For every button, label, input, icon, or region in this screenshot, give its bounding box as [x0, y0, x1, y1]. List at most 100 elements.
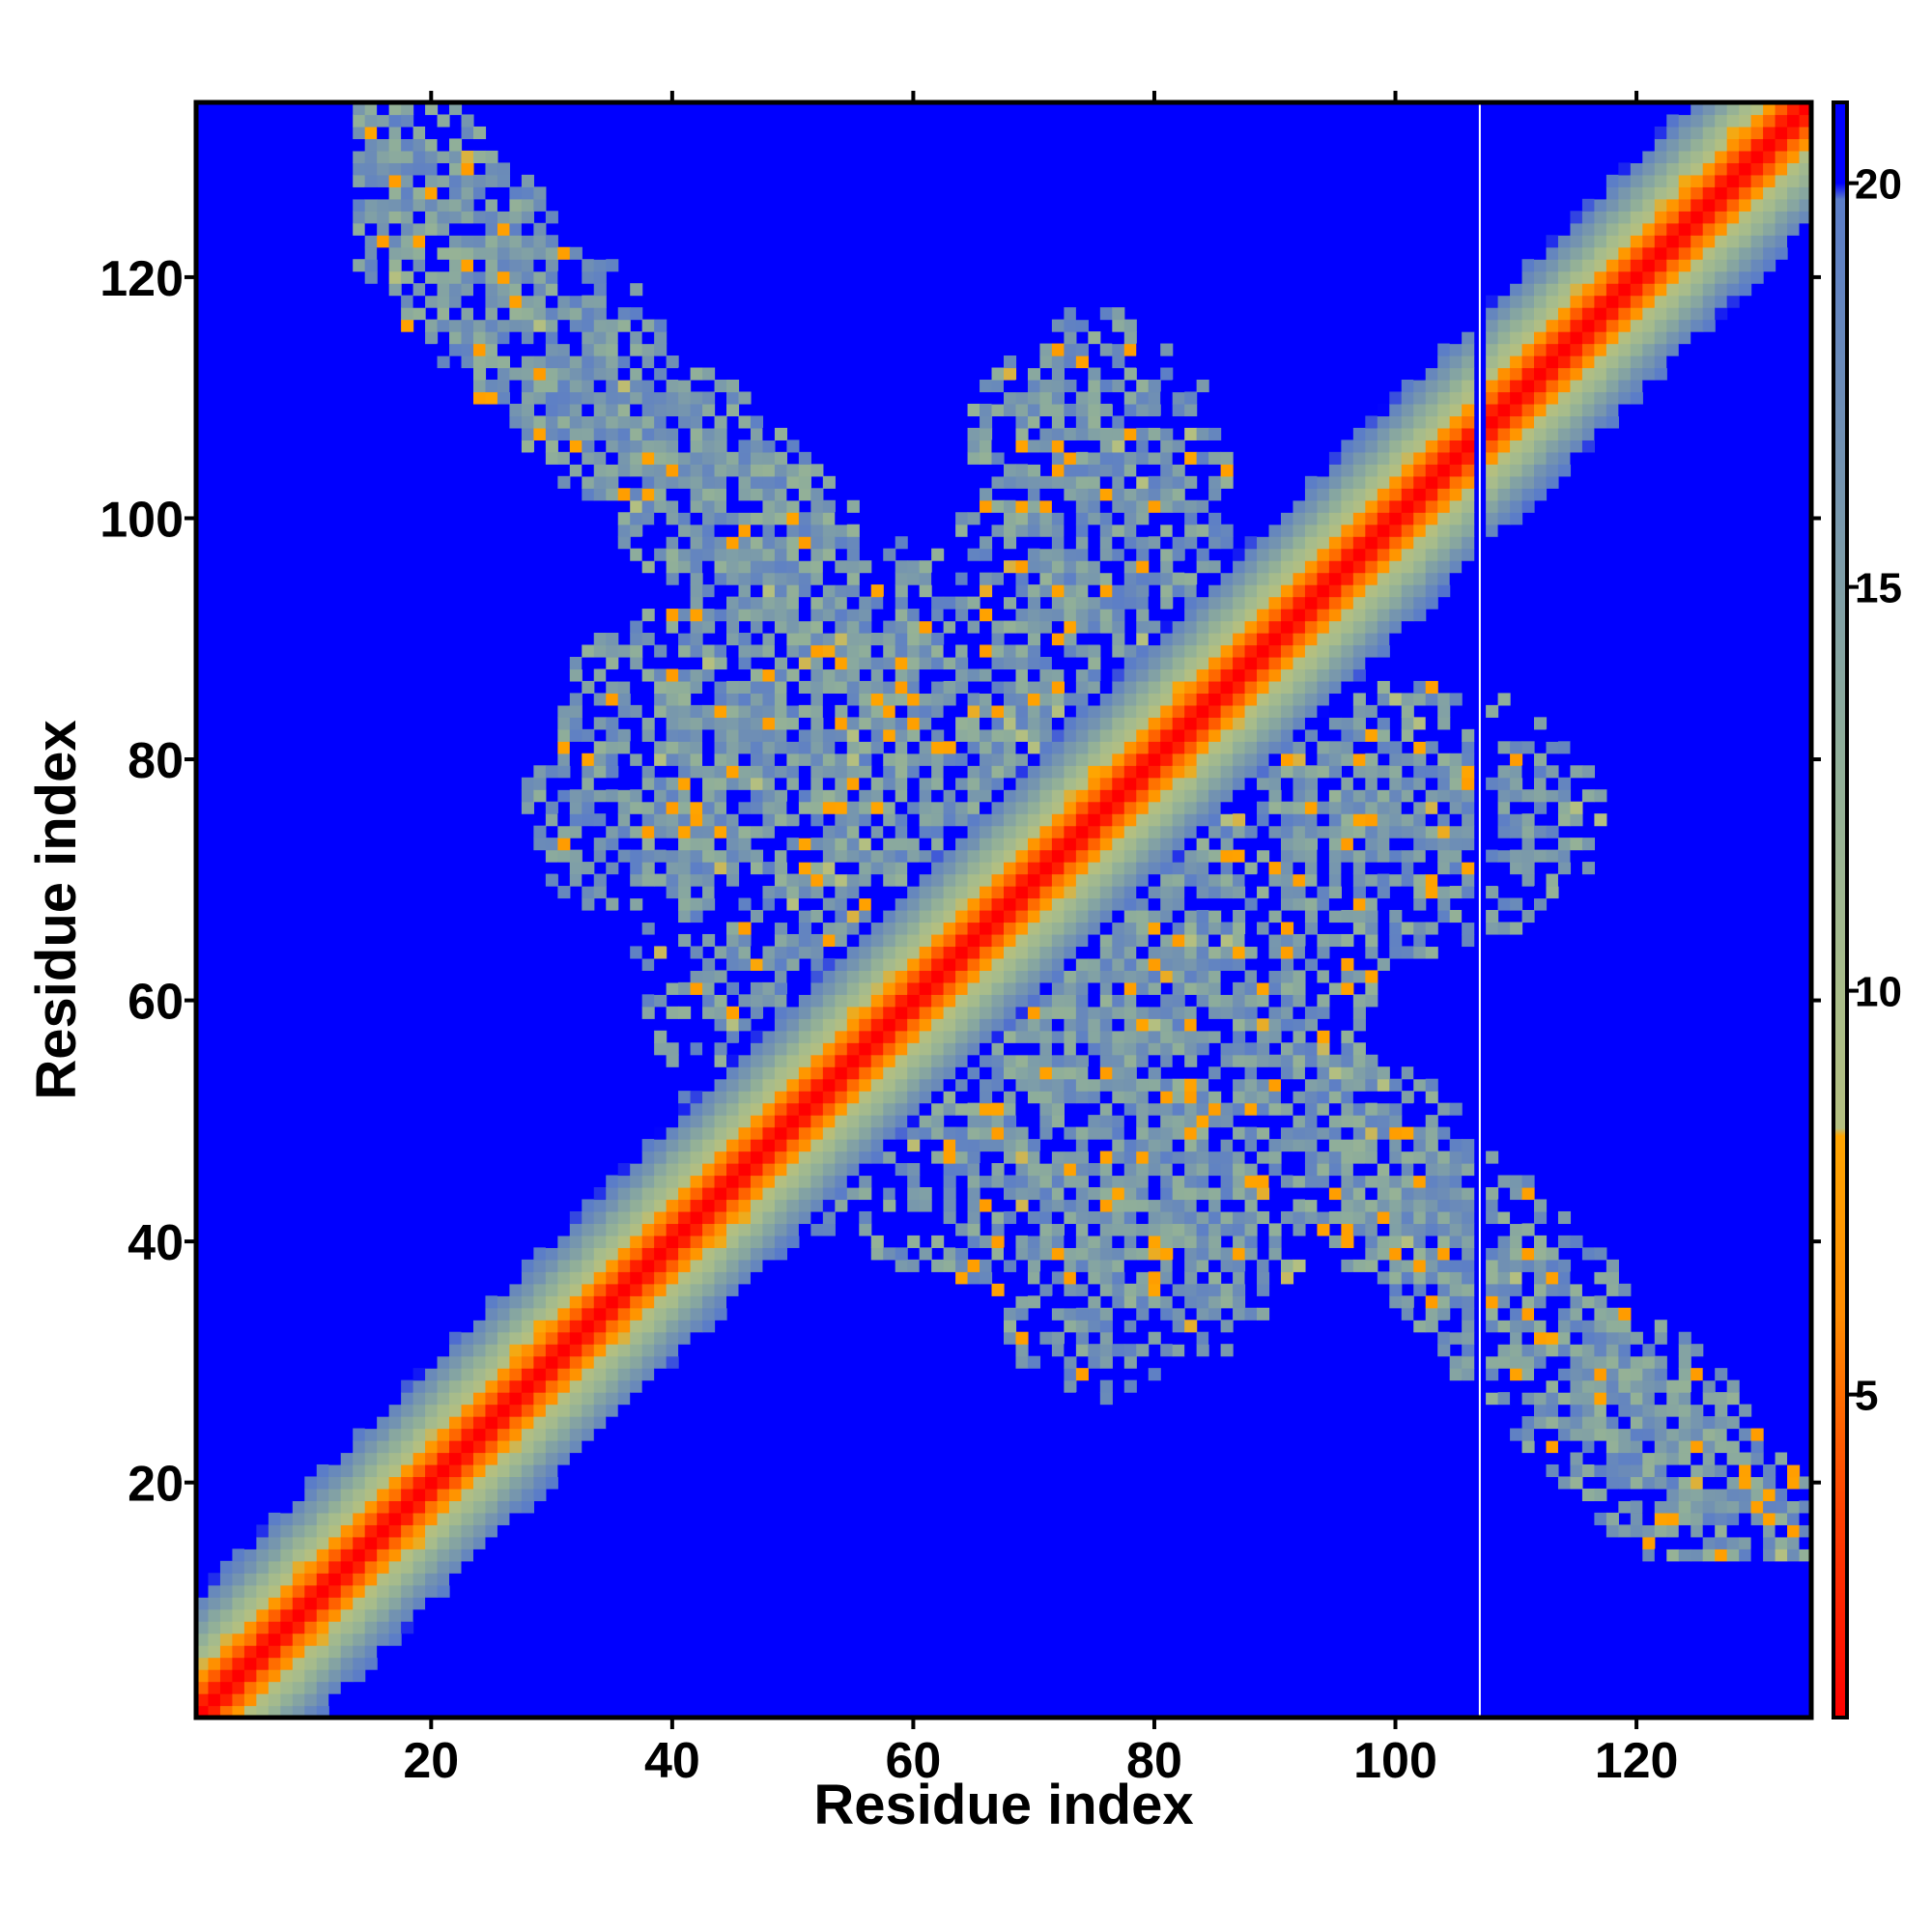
- heatmap-cell: [955, 1151, 969, 1164]
- heatmap-cell: [1172, 970, 1185, 983]
- heatmap-cell: [617, 488, 631, 501]
- heatmap-cell: [1099, 524, 1113, 537]
- heatmap-cell: [666, 668, 679, 682]
- heatmap-cell: [895, 656, 908, 670]
- heatmap-cell: [967, 765, 980, 779]
- heatmap-cell: [1280, 1078, 1294, 1092]
- heatmap-cell: [1244, 1091, 1258, 1104]
- heatmap-cell: [980, 838, 993, 851]
- heatmap-cell: [967, 1151, 980, 1164]
- heatmap-cell: [1123, 862, 1137, 875]
- heatmap-cell: [931, 1042, 945, 1056]
- heatmap-cell: [569, 319, 582, 332]
- heatmap-cell: [1257, 1151, 1270, 1164]
- heatmap-cell: [1112, 789, 1125, 803]
- heatmap-cell: [533, 838, 547, 851]
- heatmap-cell: [1244, 801, 1258, 814]
- heatmap-cell: [883, 970, 896, 983]
- heatmap-cell: [991, 1163, 1005, 1177]
- heatmap-cell: [750, 440, 764, 453]
- heatmap-cell: [750, 1175, 764, 1188]
- heatmap-cell: [690, 1126, 703, 1140]
- heatmap-cell: [1112, 620, 1125, 634]
- heatmap-cell: [630, 1295, 643, 1309]
- heatmap-cell: [1136, 981, 1150, 995]
- heatmap-cell: [641, 922, 655, 935]
- heatmap-cell: [931, 777, 945, 790]
- heatmap-cell: [1257, 1078, 1270, 1092]
- heatmap-cell: [714, 572, 727, 585]
- heatmap-cell: [461, 222, 474, 236]
- heatmap-cell: [654, 981, 668, 995]
- heatmap-cell: [1051, 1018, 1065, 1032]
- heatmap-cell: [1064, 897, 1077, 911]
- heatmap-cell: [1112, 849, 1125, 863]
- heatmap-cell: [1208, 633, 1222, 646]
- heatmap-cell: [859, 789, 872, 803]
- heatmap-cell: [750, 1186, 764, 1201]
- heatmap-cell: [509, 403, 523, 417]
- heatmap-cell: [907, 1186, 921, 1201]
- heatmap-cell: [967, 1006, 980, 1019]
- heatmap-cell: [497, 331, 511, 345]
- heatmap-cell: [1293, 1091, 1306, 1104]
- heatmap-cell: [798, 1018, 811, 1032]
- heatmap-cell: [1136, 813, 1150, 827]
- heatmap-cell: [859, 1030, 872, 1043]
- heatmap-cell: [1112, 862, 1125, 875]
- heatmap-cell: [569, 668, 582, 682]
- heatmap-cell: [654, 1271, 668, 1285]
- heatmap-cell: [533, 1416, 547, 1430]
- heatmap-cell: [1172, 1078, 1185, 1092]
- heatmap-cell: [907, 668, 921, 682]
- heatmap-cell: [1172, 584, 1185, 598]
- heatmap-cell: [738, 813, 752, 827]
- heatmap-cell: [1136, 680, 1150, 695]
- heatmap-cell: [1233, 1283, 1246, 1296]
- heatmap-cell: [1196, 789, 1209, 803]
- heatmap-cell: [569, 1223, 582, 1236]
- heatmap-cell: [822, 897, 836, 911]
- heatmap-cell: [883, 994, 896, 1008]
- heatmap-cell: [714, 1054, 727, 1067]
- heatmap-cell: [1293, 777, 1306, 790]
- heatmap-cell: [1268, 1175, 1282, 1188]
- heatmap-cell: [256, 1560, 270, 1574]
- heatmap-cell: [762, 1091, 776, 1104]
- heatmap-cell: [1196, 717, 1209, 730]
- heatmap-cell: [1304, 1078, 1319, 1092]
- heatmap-cell: [762, 1042, 776, 1056]
- heatmap-cell: [750, 1151, 764, 1164]
- heatmap-cell: [726, 1163, 740, 1177]
- heatmap-cell: [1088, 1355, 1101, 1369]
- heatmap-cell: [991, 825, 1005, 838]
- heatmap-cell: [714, 451, 727, 465]
- heatmap-cell: [738, 704, 752, 718]
- heatmap-cell: [412, 1548, 426, 1562]
- heatmap-cell: [1184, 838, 1198, 851]
- heatmap-cell: [967, 427, 980, 440]
- heatmap-cell: [485, 1295, 498, 1309]
- heatmap-cell: [714, 704, 727, 718]
- heatmap-cell: [1112, 343, 1125, 356]
- heatmap-cell: [1184, 1163, 1198, 1177]
- heatmap-cell: [1123, 1151, 1137, 1164]
- heatmap-cell: [401, 222, 414, 236]
- heatmap-cell: [1064, 1018, 1077, 1032]
- heatmap-cell: [810, 1054, 824, 1067]
- heatmap-cell: [1039, 728, 1053, 742]
- heatmap-cell: [641, 1247, 655, 1261]
- heatmap-cell: [702, 1102, 716, 1116]
- heatmap-cell: [907, 1259, 921, 1272]
- heatmap-cell: [1220, 572, 1234, 585]
- heatmap-cell: [919, 897, 932, 911]
- heatmap-cell: [955, 1247, 969, 1261]
- heatmap-cell: [1027, 1018, 1041, 1032]
- heatmap-cell: [593, 873, 607, 887]
- heatmap-cell: [364, 1657, 378, 1670]
- heatmap-cell: [810, 717, 824, 730]
- heatmap-cell: [1293, 1199, 1306, 1212]
- heatmap-cell: [437, 114, 450, 128]
- heatmap-cell: [509, 1355, 523, 1369]
- heatmap-cell: [1136, 644, 1150, 658]
